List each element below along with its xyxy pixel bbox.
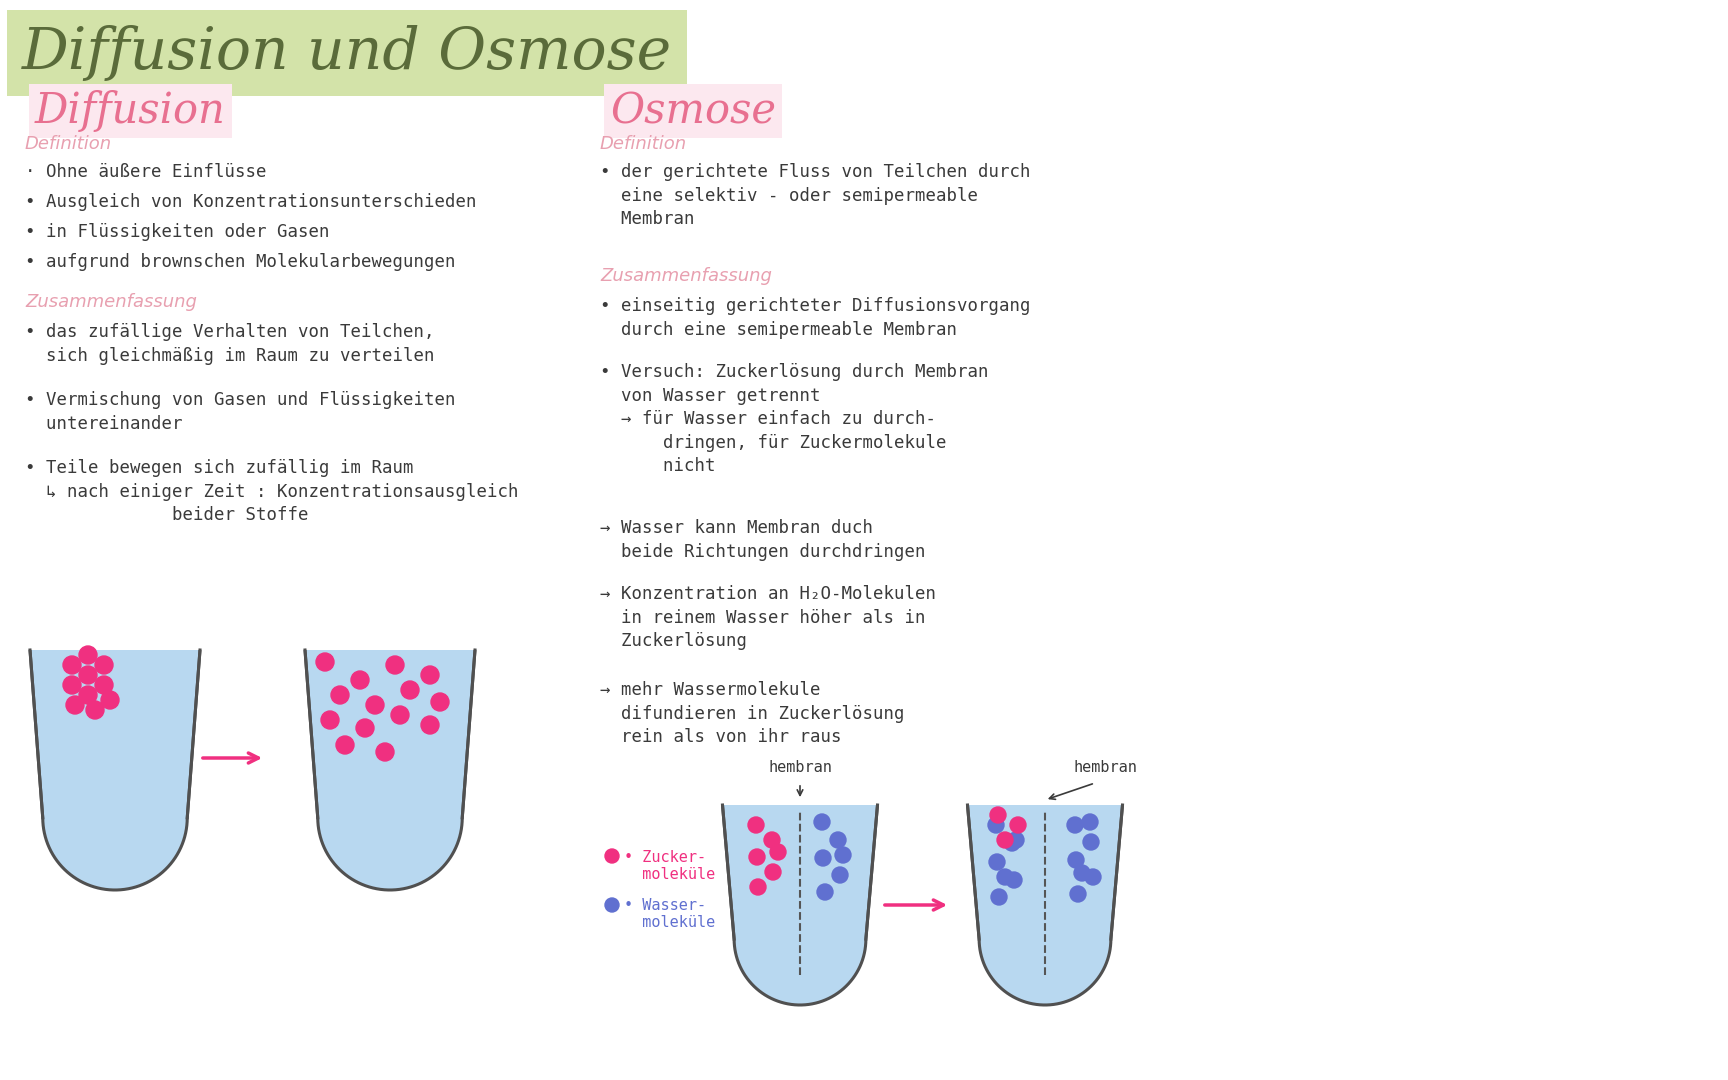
Circle shape	[1007, 832, 1025, 848]
Circle shape	[95, 656, 112, 674]
Circle shape	[1083, 834, 1099, 850]
Circle shape	[1075, 865, 1090, 881]
Polygon shape	[29, 650, 200, 890]
Circle shape	[990, 889, 1007, 905]
Text: • Teile bewegen sich zufällig im Raum
  ↳ nach einiger Zeit : Konzentrationsausg: • Teile bewegen sich zufällig im Raum ↳ …	[24, 459, 518, 524]
Text: → Konzentration an H₂O-Molekulen
  in reinem Wasser höher als in
  Zuckerlösung: → Konzentration an H₂O-Molekulen in rein…	[600, 585, 937, 650]
Circle shape	[817, 885, 833, 900]
Circle shape	[356, 719, 373, 737]
Circle shape	[100, 691, 119, 708]
Text: → mehr Wassermolekule
  difundieren in Zuckerlösung
  rein als von ihr raus: → mehr Wassermolekule difundieren in Zuc…	[600, 681, 904, 746]
Circle shape	[79, 646, 97, 664]
Circle shape	[764, 832, 779, 848]
Circle shape	[1006, 872, 1021, 888]
Circle shape	[377, 743, 394, 761]
Circle shape	[79, 666, 97, 684]
Text: Zusammenfassung: Zusammenfassung	[24, 293, 197, 311]
Circle shape	[829, 832, 847, 848]
Circle shape	[62, 656, 81, 674]
Text: · Ohne äußere Einflüsse: · Ohne äußere Einflüsse	[24, 163, 266, 181]
Circle shape	[321, 711, 339, 729]
Circle shape	[748, 816, 764, 833]
Circle shape	[62, 676, 81, 694]
Text: • Versuch: Zuckerlösung durch Membran
  von Wasser getrennt
  → für Wasser einfa: • Versuch: Zuckerlösung durch Membran vo…	[600, 363, 988, 475]
Text: hembran: hembran	[767, 760, 831, 775]
Polygon shape	[968, 805, 1123, 1005]
Circle shape	[771, 843, 786, 860]
Circle shape	[86, 701, 104, 719]
Circle shape	[391, 706, 410, 724]
Circle shape	[997, 832, 1013, 848]
Circle shape	[1070, 886, 1085, 902]
Text: • aufgrund brownschen Molekularbewegungen: • aufgrund brownschen Molekularbewegunge…	[24, 253, 456, 271]
Circle shape	[430, 693, 449, 711]
Text: Definition: Definition	[600, 135, 688, 153]
Circle shape	[988, 816, 1004, 833]
Text: • das zufällige Verhalten von Teilchen,
  sich gleichmäßig im Raum zu verteilen: • das zufällige Verhalten von Teilchen, …	[24, 323, 434, 365]
Circle shape	[422, 716, 439, 734]
Text: Diffusion und Osmose: Diffusion und Osmose	[22, 25, 672, 81]
Circle shape	[831, 867, 848, 883]
Circle shape	[766, 864, 781, 880]
Circle shape	[750, 879, 766, 895]
Text: • Zucker-
  moleküle: • Zucker- moleküle	[624, 850, 715, 882]
Circle shape	[1085, 869, 1101, 885]
Text: Osmose: Osmose	[610, 90, 776, 132]
Circle shape	[79, 686, 97, 704]
Circle shape	[605, 849, 619, 863]
Circle shape	[422, 666, 439, 684]
Circle shape	[385, 656, 404, 674]
Circle shape	[990, 807, 1006, 823]
Circle shape	[1004, 835, 1020, 851]
Circle shape	[997, 869, 1013, 885]
Circle shape	[95, 676, 112, 694]
Text: Definition: Definition	[24, 135, 112, 153]
Polygon shape	[722, 805, 878, 1005]
Circle shape	[351, 671, 370, 689]
Circle shape	[748, 849, 766, 865]
Circle shape	[1066, 816, 1083, 833]
Circle shape	[401, 681, 418, 699]
Circle shape	[316, 653, 334, 671]
Circle shape	[814, 814, 829, 831]
Circle shape	[835, 847, 850, 863]
Text: • Wasser-
  moleküle: • Wasser- moleküle	[624, 897, 715, 930]
Polygon shape	[306, 650, 475, 890]
Circle shape	[988, 854, 1006, 870]
Text: • Ausgleich von Konzentrationsunterschieden: • Ausgleich von Konzentrationsunterschie…	[24, 193, 477, 211]
Circle shape	[1082, 814, 1097, 831]
Text: • Vermischung von Gasen und Flüssigkeiten
  untereinander: • Vermischung von Gasen und Flüssigkeite…	[24, 391, 456, 433]
Circle shape	[1068, 852, 1083, 868]
Circle shape	[332, 686, 349, 704]
Text: • der gerichtete Fluss von Teilchen durch
  eine selektiv - oder semipermeable
 : • der gerichtete Fluss von Teilchen durc…	[600, 163, 1030, 228]
Text: • einseitig gerichteter Diffusionsvorgang
  durch eine semipermeable Membran: • einseitig gerichteter Diffusionsvorgan…	[600, 297, 1030, 339]
Text: hembran: hembran	[1073, 760, 1137, 775]
Text: Zusammenfassung: Zusammenfassung	[600, 267, 772, 285]
Circle shape	[605, 897, 619, 912]
Circle shape	[366, 696, 384, 714]
Circle shape	[66, 696, 85, 714]
Text: • in Flüssigkeiten oder Gasen: • in Flüssigkeiten oder Gasen	[24, 222, 330, 241]
Text: Diffusion: Diffusion	[35, 90, 226, 132]
Circle shape	[335, 735, 354, 754]
Circle shape	[1009, 816, 1026, 833]
Text: → Wasser kann Membran duch
  beide Richtungen durchdringen: → Wasser kann Membran duch beide Richtun…	[600, 519, 926, 561]
Circle shape	[816, 850, 831, 866]
